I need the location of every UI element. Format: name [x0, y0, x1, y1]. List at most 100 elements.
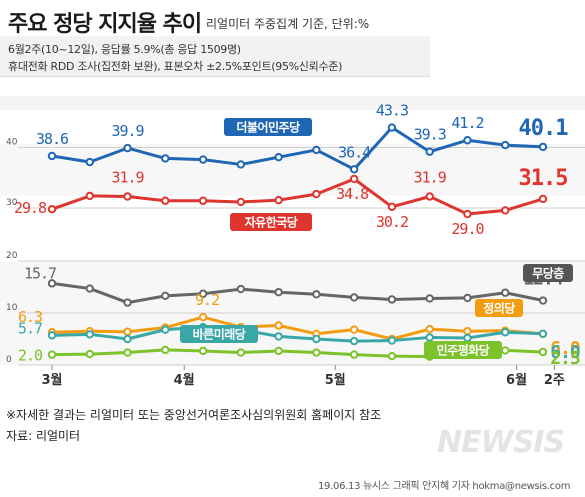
data-label-바른미래당-13: 6.0 [550, 342, 580, 363]
point-더불어민주당-13 [538, 142, 548, 152]
point-더불어민주당-3 [161, 154, 170, 163]
legend-badge-더불어민주당 [224, 118, 312, 136]
point-더불어민주당-10 [425, 147, 434, 156]
newsis-logo: NEWSIS [437, 425, 565, 460]
legend-label-무당층: 무당층 [532, 266, 564, 281]
legend-label-바른미래당: 바른미래당 [193, 327, 246, 342]
data-label-정의당-4: 9.2 [195, 291, 219, 309]
series-line-정의당 [51, 315, 544, 341]
point-무당층-7 [312, 290, 321, 299]
data-label-더불어민주당-11: 41.2 [451, 114, 483, 132]
page-title: 주요 정당 지지율 추이 [8, 12, 202, 37]
x-tick-label-3: 6월 [506, 372, 527, 388]
survey-info-line-2: 휴대전화 RDD 조사(집전화 보완), 표본오차 ±2.5%포인트(95%신뢰… [8, 60, 343, 73]
point-정의당-6 [274, 321, 283, 330]
point-민주평화당-6 [274, 346, 283, 356]
legend-badge-자유한국당 [230, 213, 312, 231]
point-바른미래당-11 [463, 333, 472, 343]
point-민주평화당-8 [349, 350, 359, 359]
data-label-자유한국당-0: 29.8 [14, 199, 47, 217]
point-더불어민주당-12 [501, 140, 510, 150]
point-자유한국당-2 [123, 192, 132, 201]
point-민주평화당-13 [538, 347, 548, 357]
point-바른미래당-10 [425, 333, 434, 342]
point-더불어민주당-11 [463, 136, 472, 145]
graphic-credit: 19.06.13 뉴시스 그래픽 안지혜 기자 hokma@newsis.com [318, 481, 571, 492]
point-무당층-4 [198, 289, 208, 298]
point-더불어민주당-6 [274, 152, 283, 162]
y-tick-label-lower-10: 10 [6, 303, 18, 313]
point-무당층-2 [123, 298, 132, 307]
data-label-더불어민주당-2: 39.9 [111, 122, 144, 140]
point-자유한국당-3 [161, 196, 170, 205]
point-무당층-1 [85, 284, 94, 293]
point-더불어민주당-4 [198, 155, 208, 164]
point-자유한국당-8 [349, 174, 359, 184]
point-자유한국당-0 [47, 205, 57, 214]
point-무당층-13 [538, 296, 548, 305]
point-정의당-2 [123, 327, 132, 336]
y-tick-label-lower-0: 0 [6, 355, 12, 365]
x-tick-label-0: 3월 [41, 372, 62, 388]
source-note: 자료: 리얼미터 [6, 429, 81, 443]
point-바른미래당-12 [501, 328, 510, 337]
point-민주평화당-5 [236, 348, 246, 357]
series-line-바른미래당 [51, 325, 544, 343]
data-label-더불어민주당-9: 43.3 [376, 102, 408, 120]
series-line-더불어민주당 [51, 126, 544, 171]
point-무당층-11 [463, 293, 472, 303]
point-자유한국당-4 [198, 196, 208, 205]
point-바른미래당-0 [47, 331, 57, 340]
series-points [47, 123, 548, 361]
legend-label-더불어민주당: 더불어민주당 [236, 120, 300, 135]
point-자유한국당-5 [236, 197, 246, 207]
grid-lines [0, 96, 585, 366]
point-무당층-0 [47, 279, 57, 288]
legend-label-민주평화당: 민주평화당 [437, 343, 490, 358]
legend-badge-바른미래당 [180, 325, 258, 343]
point-민주평화당-3 [161, 345, 170, 355]
data-label-더불어민주당-13: 40.1 [519, 116, 569, 141]
data-label-정의당-13: 6.0 [550, 338, 580, 359]
point-자유한국당-6 [274, 195, 283, 205]
x-tick-label-1: 4월 [174, 372, 195, 388]
point-무당층-8 [349, 293, 359, 302]
point-자유한국당-9 [387, 202, 397, 211]
point-무당층-6 [274, 288, 283, 297]
point-무당층-3 [161, 291, 170, 301]
y-tick-label-upper-40: 40 [6, 138, 18, 148]
point-민주평화당-4 [198, 346, 208, 356]
footnote: ※자세한 결과는 리얼미터 또는 중앙선거여론조사심의위원회 홈페이지 참조 [6, 408, 382, 422]
point-바른미래당-9 [387, 336, 397, 345]
data-label-더불어민주당-0: 38.6 [36, 130, 69, 148]
point-정의당-4 [198, 312, 208, 322]
data-label-더불어민주당-8: 36.4 [338, 143, 371, 161]
point-더불어민주당-2 [123, 143, 132, 153]
data-label-자유한국당-9: 30.2 [376, 213, 408, 231]
point-민주평화당-0 [47, 350, 57, 359]
y-tick-label-lower-20: 20 [6, 251, 18, 261]
point-정의당-10 [425, 324, 434, 334]
point-민주평화당-9 [387, 351, 397, 361]
y-axis-tick-labels: 30 40 0 10 20 [6, 138, 18, 366]
point-자유한국당-13 [538, 194, 548, 204]
point-민주평화당-1 [85, 349, 94, 359]
point-더불어민주당-0 [47, 151, 57, 161]
point-더불어민주당-8 [349, 165, 359, 174]
point-바른미래당-13 [538, 329, 548, 338]
data-label-더불어민주당-10: 39.3 [414, 126, 446, 144]
data-label-자유한국당-13: 31.5 [519, 166, 568, 191]
point-자유한국당-7 [312, 189, 321, 199]
data-labels: 38.6 39.9 36.4 43.3 39.3 41.2 40.1 29.8 31.9 34.8… [14, 102, 581, 369]
data-label-민주평화당-0: 2.0 [18, 347, 43, 365]
point-자유한국당-11 [463, 209, 472, 219]
point-바른미래당-8 [349, 336, 359, 346]
legend-label-정의당: 정의당 [483, 301, 515, 316]
point-더불어민주당-9 [387, 123, 397, 132]
data-label-자유한국당-8: 34.8 [336, 185, 369, 203]
data-label-정의당-0: 6.3 [18, 308, 42, 326]
point-바른미래당-2 [123, 334, 132, 344]
data-label-바른미래당-0: 5.7 [18, 319, 42, 337]
